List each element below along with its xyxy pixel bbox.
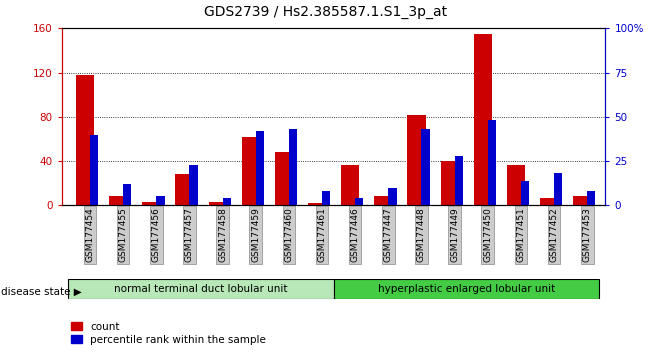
Text: normal terminal duct lobular unit: normal terminal duct lobular unit	[115, 284, 288, 294]
Bar	[441, 161, 459, 205]
Bar	[109, 196, 128, 205]
Text: GSM177449: GSM177449	[450, 207, 459, 262]
Text: GSM177456: GSM177456	[152, 207, 161, 262]
Bar	[156, 196, 165, 205]
Text: GSM177453: GSM177453	[583, 207, 592, 262]
Bar	[587, 191, 596, 205]
Bar	[454, 156, 463, 205]
Bar	[341, 166, 359, 205]
Bar	[355, 198, 363, 205]
Bar	[488, 120, 496, 205]
Bar	[76, 75, 94, 205]
Bar	[256, 131, 264, 205]
Bar	[175, 175, 193, 205]
Bar	[408, 115, 426, 205]
Bar	[242, 137, 260, 205]
Text: GSM177446: GSM177446	[351, 207, 360, 262]
Bar	[142, 202, 160, 205]
Text: GSM177460: GSM177460	[284, 207, 294, 262]
Text: GSM177451: GSM177451	[516, 207, 525, 262]
Bar	[189, 165, 198, 205]
Text: disease state ▶: disease state ▶	[1, 287, 82, 297]
Text: GSM177457: GSM177457	[185, 207, 194, 262]
Bar	[289, 129, 297, 205]
Text: GSM177455: GSM177455	[118, 207, 128, 262]
Bar	[322, 191, 330, 205]
Bar	[374, 196, 393, 205]
Bar	[540, 198, 558, 205]
Bar	[90, 135, 98, 205]
Text: GSM177459: GSM177459	[251, 207, 260, 262]
Bar	[573, 196, 591, 205]
Text: GDS2739 / Hs2.385587.1.S1_3p_at: GDS2739 / Hs2.385587.1.S1_3p_at	[204, 5, 447, 19]
Bar	[208, 202, 227, 205]
Text: GSM177450: GSM177450	[483, 207, 492, 262]
Bar	[275, 152, 293, 205]
Bar	[123, 184, 132, 205]
Bar	[421, 129, 430, 205]
Text: GSM177452: GSM177452	[549, 207, 559, 262]
Bar	[474, 34, 492, 205]
Bar	[507, 166, 525, 205]
FancyBboxPatch shape	[333, 279, 599, 299]
Bar	[389, 188, 396, 205]
Text: GSM177448: GSM177448	[417, 207, 426, 262]
Text: GSM177461: GSM177461	[318, 207, 327, 262]
Legend: count, percentile rank within the sample: count, percentile rank within the sample	[67, 317, 270, 349]
Bar	[223, 198, 231, 205]
Bar	[521, 181, 529, 205]
Bar	[308, 203, 326, 205]
Text: hyperplastic enlarged lobular unit: hyperplastic enlarged lobular unit	[378, 284, 555, 294]
Text: GSM177458: GSM177458	[218, 207, 227, 262]
Text: GSM177454: GSM177454	[85, 207, 94, 262]
Text: GSM177447: GSM177447	[384, 207, 393, 262]
Bar	[554, 173, 562, 205]
FancyBboxPatch shape	[68, 279, 333, 299]
